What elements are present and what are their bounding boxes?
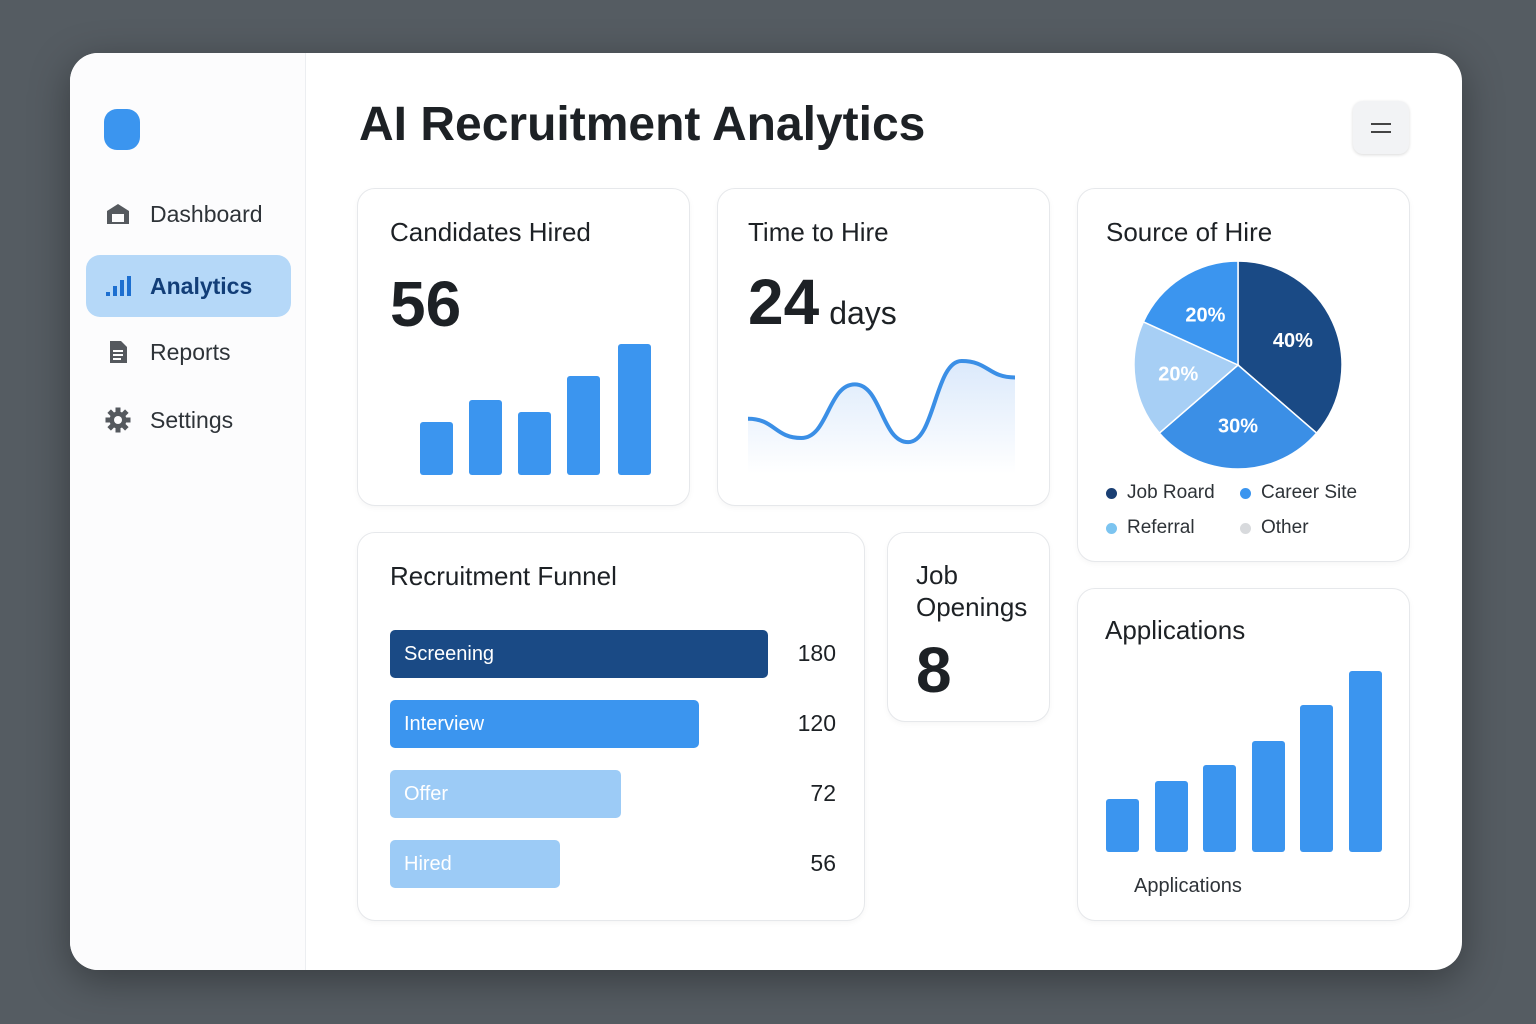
pie-slice-other	[1142, 260, 1239, 367]
card-title: Job Openings	[916, 560, 1028, 622]
applications-card: Applications Applications	[1077, 588, 1410, 921]
document-icon	[104, 338, 132, 366]
job-openings-value: 8	[916, 634, 952, 706]
funnel-bar-offer: Offer	[390, 770, 621, 818]
x-axis-label: Applications	[1134, 875, 1242, 897]
sidebar-item-reports[interactable]: Reports	[86, 321, 291, 383]
funnel-value: 72	[810, 780, 836, 806]
legend-item: Career Site	[1240, 482, 1357, 504]
chart-bar	[1348, 671, 1382, 852]
chart-bar	[1203, 765, 1236, 852]
chart-bar	[567, 376, 600, 475]
pie-label: 40%	[1273, 330, 1313, 352]
card-title: Recruitment Funnel	[390, 561, 617, 591]
card-title: Candidates Hired	[390, 217, 591, 247]
time-to-hire-value: 24	[748, 266, 820, 338]
source-of-hire-card: Source of Hire 40% 30% 20% 20% Job Roard Car…	[1077, 188, 1410, 562]
card-title: Source of Hire	[1106, 217, 1273, 247]
legend-label: Referral	[1127, 517, 1195, 538]
legend-dot-icon	[1240, 487, 1251, 499]
funnel-value: 180	[797, 640, 836, 666]
funnel-value: 120	[797, 710, 836, 736]
candidates-hired-card: Candidates Hired 56	[357, 188, 690, 506]
chart-bar	[618, 344, 651, 475]
gear-icon	[104, 406, 132, 434]
home-icon	[104, 200, 132, 228]
funnel-bar-hired: Hired	[390, 840, 560, 888]
menu-button[interactable]	[1353, 101, 1409, 154]
sidebar-item-label: Dashboard	[150, 200, 263, 227]
job-openings-card: Job Openings 8	[887, 532, 1050, 722]
legend-item: Referral	[1106, 517, 1195, 539]
chart-bar	[469, 400, 502, 475]
chart-bar	[518, 412, 551, 475]
bar-chart-icon	[104, 272, 132, 300]
time-to-hire-unit: days	[829, 295, 897, 331]
legend-item: Job Roard	[1106, 482, 1215, 504]
sidebar-item-analytics[interactable]: Analytics	[86, 255, 291, 317]
sidebar: Dashboard Analytics Reports Settings	[70, 53, 306, 970]
recruitment-funnel-card: Recruitment Funnel Screening 180 Interview…	[357, 532, 865, 921]
legend-dot-icon	[1106, 522, 1117, 534]
chart-bar	[1106, 799, 1139, 852]
sidebar-item-dashboard[interactable]: Dashboard	[86, 183, 291, 245]
pie-slice-referral	[1133, 320, 1240, 435]
chart-bar	[1154, 781, 1188, 852]
time-to-hire-line-chart	[748, 358, 1016, 474]
line-series	[748, 358, 1016, 445]
card-title: Time to Hire	[748, 217, 889, 247]
sidebar-item-settings[interactable]: Settings	[86, 389, 291, 451]
legend-label: Job Roard	[1127, 482, 1215, 503]
sidebar-item-label: Analytics	[150, 272, 253, 299]
funnel-bar-interview: Interview	[390, 700, 699, 748]
pie-label: 30%	[1218, 415, 1258, 437]
candidates-hired-value: 56	[390, 268, 462, 340]
pie-slice-career-site	[1158, 364, 1318, 470]
chart-bar	[420, 422, 453, 475]
legend-item: Other	[1240, 517, 1309, 539]
menu-icon	[1371, 122, 1391, 133]
legend-label: Career Site	[1261, 482, 1358, 503]
card-title: Applications	[1105, 615, 1246, 645]
legend-dot-icon	[1240, 522, 1251, 534]
pie-slice-job-roard	[1237, 260, 1343, 435]
chart-bar	[1251, 741, 1285, 852]
funnel-bar-screening: Screening	[390, 630, 768, 678]
sidebar-item-label: Reports	[150, 338, 231, 365]
pie-label: 20%	[1158, 364, 1198, 386]
app-window: Dashboard Analytics Reports Settings AI …	[70, 53, 1462, 970]
app-logo	[104, 109, 140, 150]
legend-dot-icon	[1106, 487, 1117, 499]
legend-label: Other	[1261, 517, 1309, 538]
source-of-hire-pie: 40% 30% 20% 20%	[1133, 260, 1343, 470]
funnel-value: 56	[810, 850, 836, 876]
sidebar-item-label: Settings	[150, 406, 234, 433]
time-to-hire-card: Time to Hire 24 days	[717, 188, 1050, 506]
pie-label: 20%	[1185, 304, 1225, 326]
chart-bar	[1300, 705, 1333, 852]
page-title: AI Recruitment Analytics	[359, 98, 926, 151]
